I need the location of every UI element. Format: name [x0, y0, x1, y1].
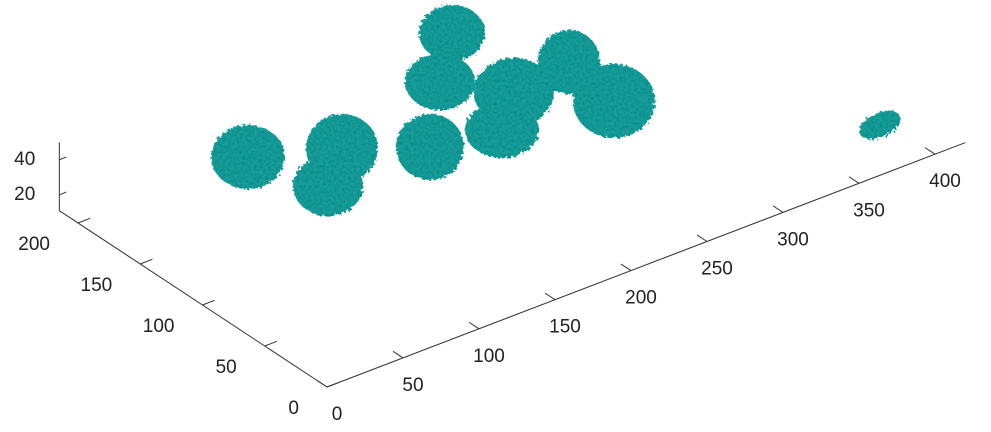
y-tick — [265, 341, 277, 346]
blob — [211, 125, 285, 189]
y-tick-label: 50 — [216, 357, 237, 378]
y-tick-label: 150 — [81, 275, 113, 296]
x-tick-label: 200 — [625, 288, 657, 309]
y-tick — [140, 259, 152, 264]
x-tick — [849, 177, 859, 184]
x-tick-label: 250 — [701, 259, 733, 280]
x-tick — [469, 322, 479, 329]
z-tick-label: 20 — [14, 184, 35, 205]
x-tick-label: 100 — [473, 346, 505, 367]
blob — [465, 102, 539, 158]
z-tick-label: 40 — [14, 149, 35, 170]
x-tick-label: 350 — [853, 200, 885, 221]
y-tick — [327, 382, 339, 387]
x-tick — [621, 264, 631, 271]
x-tick — [773, 206, 783, 213]
blob — [573, 64, 655, 138]
z-tick — [59, 192, 66, 195]
x-tick — [393, 351, 403, 358]
x-tick-label: 300 — [777, 229, 809, 250]
y-tick — [78, 218, 90, 223]
x-tick — [697, 235, 707, 242]
z-tick — [59, 157, 66, 160]
y-tick — [203, 300, 215, 305]
x-tick-label: 400 — [929, 171, 961, 192]
blob — [419, 5, 485, 61]
chart: 0 50 100 150 200 250 300 350 400 0 50 100 150 200 20 40 — [0, 0, 991, 427]
isosurface-blobs — [211, 5, 905, 216]
x-tick-label: 0 — [332, 404, 343, 425]
blob — [405, 54, 475, 110]
x-tick-label: 150 — [549, 317, 581, 338]
blob — [293, 156, 363, 216]
blob — [855, 105, 905, 145]
y-tick-label: 0 — [288, 398, 299, 419]
x-tick — [545, 293, 555, 300]
x-tick — [925, 148, 935, 155]
blob — [396, 114, 464, 180]
y-axis — [59, 211, 327, 387]
x-tick-label: 50 — [402, 375, 423, 396]
y-tick-label: 100 — [143, 316, 175, 337]
y-tick-label: 200 — [18, 234, 50, 255]
